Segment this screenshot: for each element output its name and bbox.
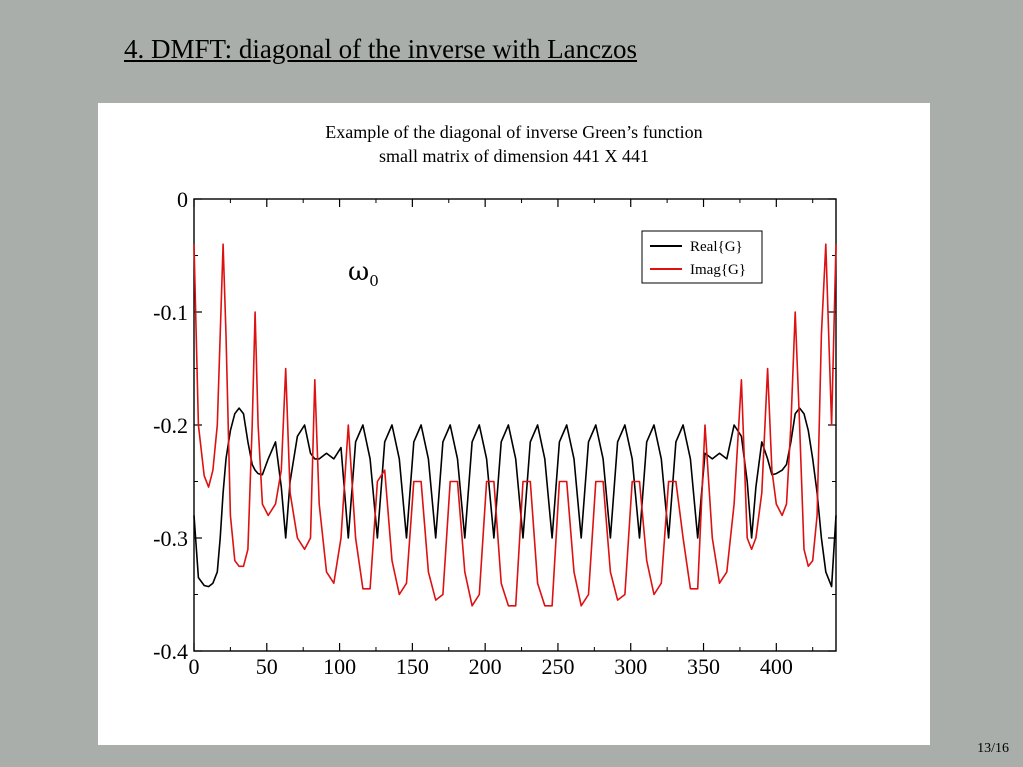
legend-label: Imag{G} [690, 262, 746, 278]
line-chart: 0 50 100 150 200 250 300 350 400 0 -0.1 -0.2 -0.3 -0.… [153, 187, 837, 679]
y-tick-label: -0.1 [153, 300, 188, 325]
figure-caption-line1: Example of the diagonal of inverse Green… [325, 122, 703, 142]
page-number: 13/16 [977, 741, 1009, 756]
y-tick-label: -0.3 [153, 526, 188, 551]
x-tick-label: 50 [256, 654, 278, 679]
figure-panel: Example of the diagonal of inverse Green… [98, 103, 930, 745]
x-tick-label: 300 [614, 654, 647, 679]
x-tick-label: 250 [541, 654, 574, 679]
legend-box [641, 230, 763, 284]
x-tick-label: 0 [189, 654, 200, 679]
y-tick-label: -0.2 [153, 413, 188, 438]
omega-annotation: ω0 [348, 257, 379, 290]
x-tick-label: 150 [396, 654, 429, 679]
series-line-real [193, 407, 837, 588]
x-tick-label: 350 [687, 654, 720, 679]
y-tick-label: -0.4 [153, 639, 188, 664]
x-tick-label: 200 [469, 654, 502, 679]
figure-caption-line2: small matrix of dimension 441 X 441 [379, 146, 649, 166]
x-tick-label: 100 [323, 654, 356, 679]
legend-label: Real{G} [690, 239, 743, 255]
slide-title: 4. DMFT: diagonal of the inverse with La… [124, 34, 638, 64]
x-tick-label: 400 [760, 654, 793, 679]
y-tick-label: 0 [177, 187, 188, 212]
series-line-imag [193, 243, 837, 607]
